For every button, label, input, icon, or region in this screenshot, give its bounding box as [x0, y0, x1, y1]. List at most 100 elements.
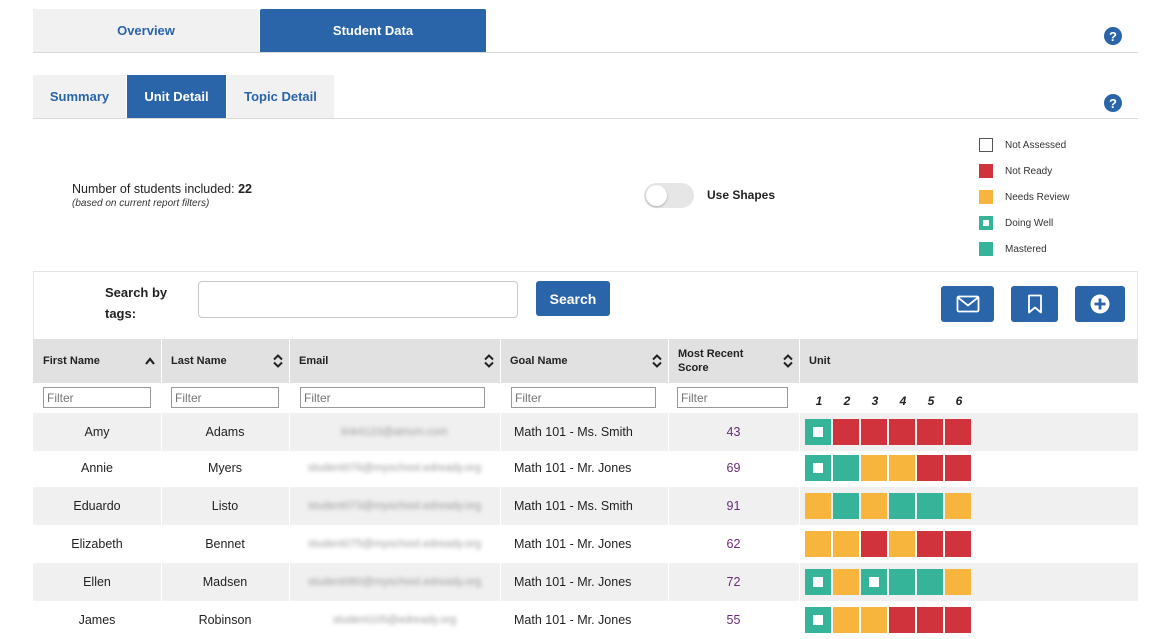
score-cell: 62 — [726, 537, 741, 551]
tab-unit-detail[interactable]: Unit Detail — [127, 75, 226, 118]
email-cell: student105@edready.org — [289, 601, 500, 639]
legend-label: Not Assessed — [1005, 139, 1067, 151]
table-row[interactable]: Annie Myers student076@myschool.edready.or… — [33, 449, 1138, 487]
email-filter[interactable] — [300, 387, 485, 408]
unit-status-mastered[interactable] — [917, 569, 943, 595]
table-row[interactable]: Amy Adams link4123@atrium.com Math 101 - Ms… — [33, 413, 1138, 451]
unit-status-well[interactable] — [861, 569, 887, 595]
legend-not-ready: Not Ready — [979, 164, 1052, 178]
goal-name-cell: Math 101 - Mr. Jones — [514, 575, 632, 589]
toggle-knob — [646, 185, 667, 206]
tab-topic-detail[interactable]: Topic Detail — [227, 75, 334, 118]
unit-status-notready[interactable] — [833, 419, 859, 445]
help-icon[interactable]: ? — [1104, 27, 1122, 45]
first-name-cell: Ellen — [83, 575, 111, 589]
legend-label: Doing Well — [1005, 217, 1054, 229]
email-cell: student076@myschool.edready.org — [289, 449, 500, 487]
unit-status-mastered[interactable] — [889, 493, 915, 519]
column-most-recent-score[interactable]: Most Recent Score — [668, 339, 799, 383]
unit-status-review[interactable] — [945, 493, 971, 519]
table-row[interactable]: Eduardo Listo student073@myschool.edready.… — [33, 487, 1138, 525]
bookmark-icon — [1027, 294, 1042, 314]
email-cell: student073@myschool.edready.org — [289, 487, 500, 525]
unit-status-well[interactable] — [805, 455, 831, 481]
help-icon[interactable]: ? — [1104, 94, 1122, 112]
goal-name-cell: Math 101 - Mr. Jones — [514, 613, 632, 627]
search-tags-input[interactable] — [198, 281, 518, 318]
unit-status-notready[interactable] — [861, 531, 887, 557]
column-label: Last Name — [171, 355, 227, 367]
unit-status-review[interactable] — [805, 493, 831, 519]
goal-name-filter[interactable] — [511, 387, 656, 408]
legend-mastered: Mastered — [979, 242, 1047, 256]
last-name-filter[interactable] — [171, 387, 279, 408]
unit-status-notready[interactable] — [861, 419, 887, 445]
column-email[interactable]: Email — [289, 339, 500, 383]
email-button[interactable] — [941, 286, 994, 322]
table-header: First Name Last Name Email Goal Name Mos… — [33, 339, 1138, 383]
unit-status-cells — [805, 531, 971, 557]
unit-status-review[interactable] — [945, 569, 971, 595]
unit-status-notready[interactable] — [945, 455, 971, 481]
unit-status-notready[interactable] — [889, 607, 915, 633]
needs-review-swatch — [979, 190, 993, 204]
table-row[interactable]: Elizabeth Bennet student075@myschool.edrea… — [33, 525, 1138, 563]
score-filter[interactable] — [677, 387, 788, 408]
unit-status-mastered[interactable] — [833, 493, 859, 519]
unit-status-notready[interactable] — [945, 531, 971, 557]
unit-status-mastered[interactable] — [917, 493, 943, 519]
unit-status-well[interactable] — [805, 607, 831, 633]
unit-status-review[interactable] — [889, 455, 915, 481]
plus-circle-icon — [1090, 294, 1110, 314]
unit-status-mastered[interactable] — [889, 569, 915, 595]
unit-status-notready[interactable] — [917, 419, 943, 445]
column-label: Most Recent Score — [678, 348, 744, 374]
email-text: student075@myschool.edready.org — [307, 538, 481, 550]
score-cell: 72 — [726, 575, 741, 589]
search-toolbar: Search by tags: Search — [33, 271, 1138, 339]
column-divider — [668, 339, 669, 639]
first-name-filter[interactable] — [43, 387, 151, 408]
unit-status-notready[interactable] — [945, 607, 971, 633]
unit-status-notready[interactable] — [917, 455, 943, 481]
column-first-name[interactable]: First Name — [33, 339, 161, 383]
unit-status-review[interactable] — [861, 607, 887, 633]
unit-status-notready[interactable] — [917, 531, 943, 557]
unit-status-review[interactable] — [833, 569, 859, 595]
unit-status-notready[interactable] — [889, 419, 915, 445]
tab-student-data[interactable]: Student Data — [260, 9, 486, 52]
legend-needs-review: Needs Review — [979, 190, 1069, 204]
first-name-cell: Eduardo — [73, 499, 121, 513]
unit-status-review[interactable] — [833, 607, 859, 633]
use-shapes-toggle[interactable] — [644, 183, 694, 208]
unit-status-review[interactable] — [833, 531, 859, 557]
unit-status-notready[interactable] — [917, 607, 943, 633]
envelope-icon — [956, 295, 979, 313]
unit-status-review[interactable] — [861, 493, 887, 519]
search-button[interactable]: Search — [536, 281, 610, 316]
unit-status-review[interactable] — [861, 455, 887, 481]
sort-icon — [484, 354, 494, 368]
tab-summary[interactable]: Summary — [33, 75, 126, 118]
email-text: student076@myschool.edready.org — [307, 462, 481, 474]
unit-status-mastered[interactable] — [833, 455, 859, 481]
unit-status-review[interactable] — [889, 531, 915, 557]
bookmark-button[interactable] — [1011, 286, 1058, 322]
unit-status-notready[interactable] — [945, 419, 971, 445]
tab-overview[interactable]: Overview — [33, 9, 259, 52]
column-goal-name[interactable]: Goal Name — [500, 339, 668, 383]
email-text: student080@myschool.edready.org — [307, 576, 481, 588]
use-shapes-label: Use Shapes — [707, 188, 776, 202]
first-name-cell: James — [78, 613, 116, 627]
table-row[interactable]: James Robinson student105@edready.org Math … — [33, 601, 1138, 639]
score-cell: 55 — [726, 613, 741, 627]
add-button[interactable] — [1075, 286, 1125, 322]
unit-status-review[interactable] — [805, 531, 831, 557]
unit-number: 3 — [871, 394, 879, 408]
column-last-name[interactable]: Last Name — [161, 339, 289, 383]
sort-icon — [652, 354, 662, 368]
unit-status-well[interactable] — [805, 419, 831, 445]
first-name-cell: Annie — [81, 461, 113, 475]
table-row[interactable]: Ellen Madsen student080@myschool.edready.o… — [33, 563, 1138, 601]
unit-status-well[interactable] — [805, 569, 831, 595]
